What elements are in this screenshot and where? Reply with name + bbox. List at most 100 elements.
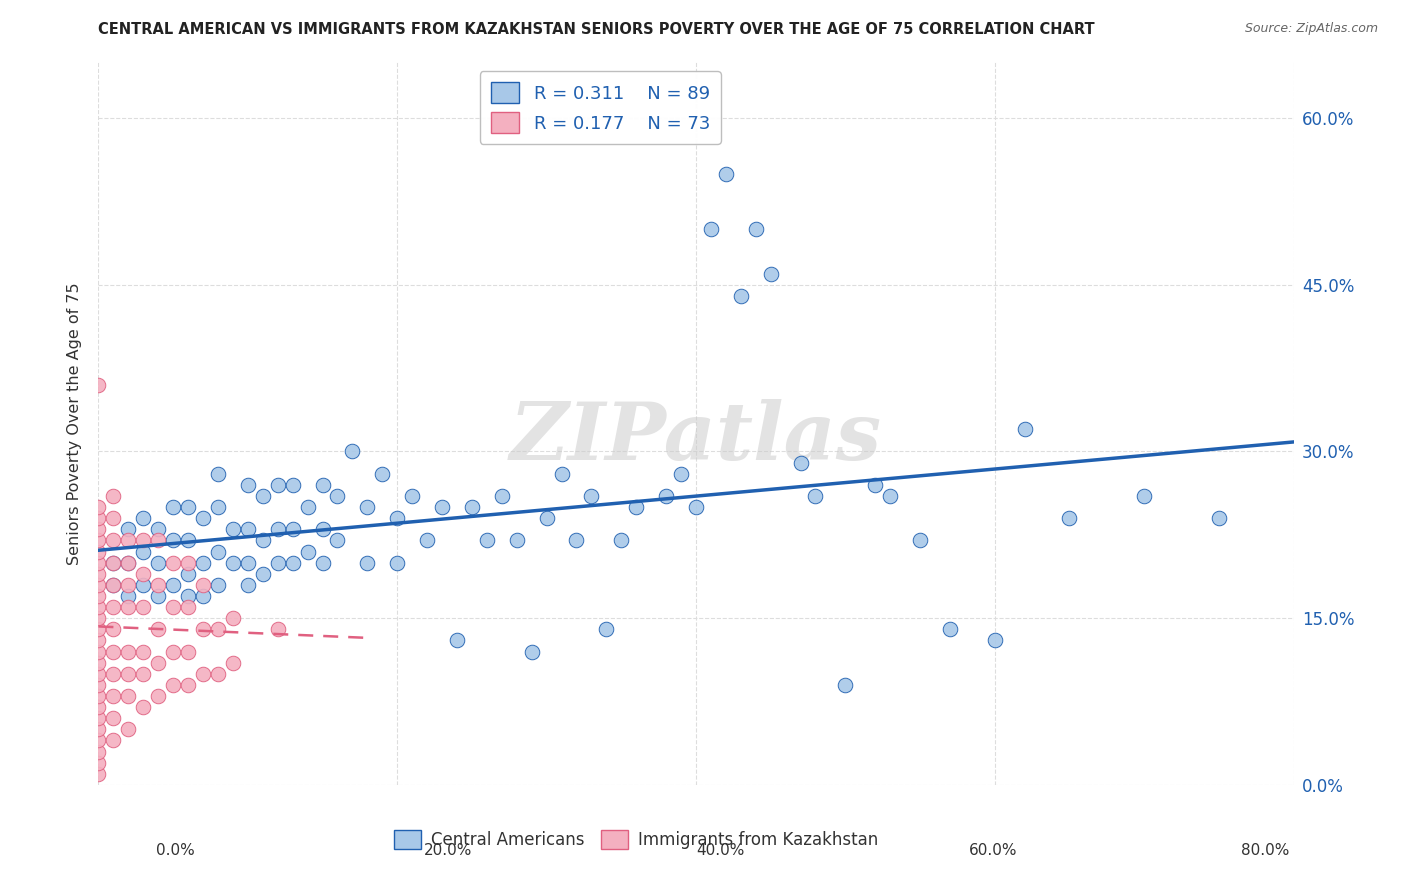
Point bbox=[132, 578, 155, 592]
Point bbox=[685, 500, 707, 514]
Point bbox=[177, 556, 200, 570]
Point bbox=[148, 689, 170, 703]
Point bbox=[117, 556, 139, 570]
Point bbox=[162, 578, 184, 592]
Point bbox=[1208, 511, 1230, 525]
Text: 40.0%: 40.0% bbox=[696, 843, 745, 858]
Point bbox=[252, 566, 274, 581]
Point bbox=[191, 589, 214, 603]
Point bbox=[87, 600, 110, 615]
Text: 20.0%: 20.0% bbox=[425, 843, 472, 858]
Point bbox=[87, 556, 110, 570]
Point bbox=[103, 556, 125, 570]
Point bbox=[222, 611, 245, 625]
Point bbox=[132, 666, 155, 681]
Point bbox=[461, 500, 484, 514]
Point bbox=[87, 623, 110, 637]
Text: CENTRAL AMERICAN VS IMMIGRANTS FROM KAZAKHSTAN SENIORS POVERTY OVER THE AGE OF 7: CENTRAL AMERICAN VS IMMIGRANTS FROM KAZA… bbox=[98, 22, 1095, 37]
Point bbox=[626, 500, 648, 514]
Point bbox=[132, 600, 155, 615]
Point bbox=[177, 500, 200, 514]
Point bbox=[132, 644, 155, 658]
Point bbox=[87, 678, 110, 692]
Point bbox=[87, 500, 110, 514]
Point bbox=[1014, 422, 1036, 436]
Point bbox=[595, 623, 617, 637]
Point bbox=[939, 623, 962, 637]
Point bbox=[103, 623, 125, 637]
Point bbox=[103, 711, 125, 725]
Point bbox=[87, 511, 110, 525]
Point bbox=[117, 589, 139, 603]
Point bbox=[177, 533, 200, 548]
Point bbox=[87, 767, 110, 781]
Point bbox=[236, 478, 259, 492]
Point bbox=[267, 478, 290, 492]
Point bbox=[297, 544, 319, 558]
Point bbox=[385, 556, 409, 570]
Point bbox=[177, 644, 200, 658]
Point bbox=[1059, 511, 1081, 525]
Point bbox=[385, 511, 409, 525]
Point bbox=[222, 656, 245, 670]
Point bbox=[162, 556, 184, 570]
Point bbox=[117, 644, 139, 658]
Point bbox=[222, 556, 245, 570]
Text: 0.0%: 0.0% bbox=[156, 843, 195, 858]
Point bbox=[804, 489, 827, 503]
Point bbox=[207, 544, 229, 558]
Legend: Central Americans, Immigrants from Kazakhstan: Central Americans, Immigrants from Kazak… bbox=[388, 823, 884, 856]
Point bbox=[103, 511, 125, 525]
Point bbox=[132, 533, 155, 548]
Point bbox=[87, 756, 110, 770]
Text: 60.0%: 60.0% bbox=[969, 843, 1017, 858]
Point bbox=[475, 533, 498, 548]
Point bbox=[297, 500, 319, 514]
Point bbox=[430, 500, 453, 514]
Point bbox=[132, 544, 155, 558]
Point bbox=[565, 533, 588, 548]
Point bbox=[87, 644, 110, 658]
Point bbox=[117, 533, 139, 548]
Point bbox=[416, 533, 439, 548]
Point bbox=[103, 689, 125, 703]
Point bbox=[117, 723, 139, 737]
Point bbox=[103, 556, 125, 570]
Point bbox=[236, 556, 259, 570]
Point bbox=[87, 611, 110, 625]
Point bbox=[1133, 489, 1156, 503]
Point bbox=[714, 167, 737, 181]
Point bbox=[267, 556, 290, 570]
Point bbox=[103, 578, 125, 592]
Text: 80.0%: 80.0% bbox=[1241, 843, 1289, 858]
Point bbox=[506, 533, 529, 548]
Point bbox=[281, 478, 304, 492]
Point bbox=[103, 578, 125, 592]
Point bbox=[207, 500, 229, 514]
Point bbox=[132, 566, 155, 581]
Point bbox=[103, 644, 125, 658]
Point bbox=[610, 533, 633, 548]
Point bbox=[207, 467, 229, 481]
Point bbox=[207, 578, 229, 592]
Point bbox=[132, 511, 155, 525]
Point bbox=[117, 578, 139, 592]
Point bbox=[536, 511, 558, 525]
Point bbox=[162, 678, 184, 692]
Point bbox=[745, 222, 768, 236]
Point bbox=[789, 456, 811, 470]
Point bbox=[446, 633, 468, 648]
Point bbox=[371, 467, 394, 481]
Point bbox=[162, 500, 184, 514]
Point bbox=[148, 556, 170, 570]
Point bbox=[177, 600, 200, 615]
Point bbox=[87, 633, 110, 648]
Point bbox=[162, 644, 184, 658]
Point bbox=[117, 522, 139, 536]
Point bbox=[87, 566, 110, 581]
Text: ZIPatlas: ZIPatlas bbox=[510, 400, 882, 477]
Point bbox=[87, 578, 110, 592]
Point bbox=[401, 489, 423, 503]
Point bbox=[177, 566, 200, 581]
Point bbox=[984, 633, 1007, 648]
